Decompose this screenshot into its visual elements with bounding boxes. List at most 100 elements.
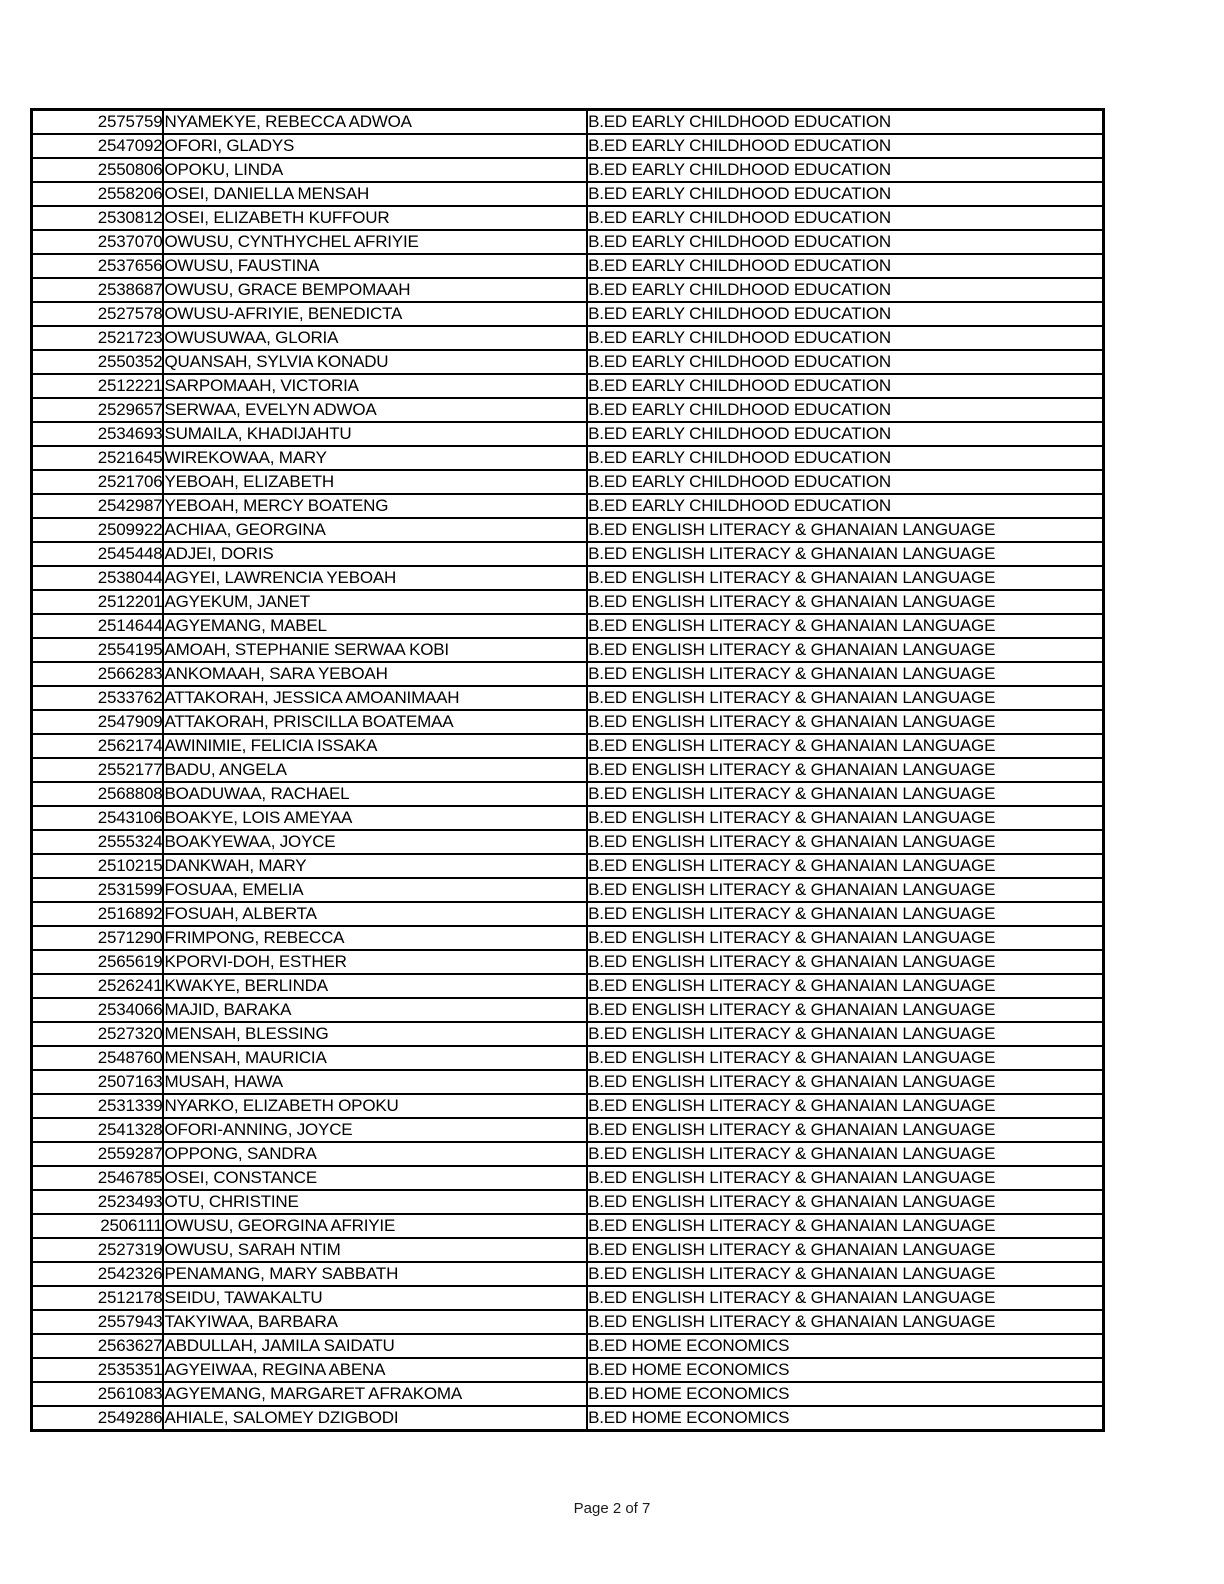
student-name-cell: ATTAKORAH, JESSICA AMOANIMAAH (162, 685, 589, 711)
program-cell: B.ED ENGLISH LITERACY & GHANAIAN LANGUAG… (586, 1069, 1105, 1095)
table-row: 2557943 TAKYIWAA, BARBARA B.ED ENGLISH L… (30, 1309, 1105, 1335)
student-id-cell: 2547909 (30, 709, 165, 735)
student-name-cell: OWUSU-AFRIYIE, BENEDICTA (162, 301, 589, 327)
table-row: 2534066 MAJID, BARAKA B.ED ENGLISH LITER… (30, 997, 1105, 1023)
program-cell: B.ED EARLY CHILDHOOD EDUCATION (586, 157, 1105, 183)
student-name-cell: BADU, ANGELA (162, 757, 589, 783)
student-id-cell: 2527578 (30, 301, 165, 327)
student-name-cell: OSEI, DANIELLA MENSAH (162, 181, 589, 207)
student-name-cell: OWUSU, SARAH NTIM (162, 1237, 589, 1263)
student-id-cell: 2568808 (30, 781, 165, 807)
student-id-cell: 2550806 (30, 157, 165, 183)
student-id-cell: 2530812 (30, 205, 165, 231)
table-row: 2542987 YEBOAH, MERCY BOATENG B.ED EARLY… (30, 493, 1105, 519)
table-row: 2527578 OWUSU-AFRIYIE, BENEDICTA B.ED EA… (30, 301, 1105, 327)
student-name-cell: SERWAA, EVELYN ADWOA (162, 397, 589, 423)
table-row: 2549286 AHIALE, SALOMEY DZIGBODI B.ED HO… (30, 1405, 1105, 1432)
table-row: 2526241 KWAKYE, BERLINDA B.ED ENGLISH LI… (30, 973, 1105, 999)
student-id-cell: 2542987 (30, 493, 165, 519)
student-id-cell: 2538044 (30, 565, 165, 591)
program-cell: B.ED EARLY CHILDHOOD EDUCATION (586, 421, 1105, 447)
table-row: 2509922 ACHIAA, GEORGINA B.ED ENGLISH LI… (30, 517, 1105, 543)
table-row: 2559287 OPPONG, SANDRA B.ED ENGLISH LITE… (30, 1141, 1105, 1167)
student-id-cell: 2514644 (30, 613, 165, 639)
program-cell: B.ED ENGLISH LITERACY & GHANAIAN LANGUAG… (586, 973, 1105, 999)
table-row: 2521723 OWUSUWAA, GLORIA B.ED EARLY CHIL… (30, 325, 1105, 351)
program-cell: B.ED EARLY CHILDHOOD EDUCATION (586, 253, 1105, 279)
student-name-cell: KPORVI-DOH, ESTHER (162, 949, 589, 975)
table-row: 2546785 OSEI, CONSTANCE B.ED ENGLISH LIT… (30, 1165, 1105, 1191)
student-name-cell: OFORI, GLADYS (162, 133, 589, 159)
program-cell: B.ED ENGLISH LITERACY & GHANAIAN LANGUAG… (586, 637, 1105, 663)
program-cell: B.ED ENGLISH LITERACY & GHANAIAN LANGUAG… (586, 949, 1105, 975)
student-name-cell: YEBOAH, MERCY BOATENG (162, 493, 589, 519)
student-name-cell: AGYEMANG, MARGARET AFRAKOMA (162, 1381, 589, 1407)
page-footer: Page 2 of 7 (573, 1500, 651, 1517)
program-cell: B.ED EARLY CHILDHOOD EDUCATION (586, 373, 1105, 399)
program-cell: B.ED EARLY CHILDHOOD EDUCATION (586, 325, 1105, 351)
student-name-cell: AGYEIWAA, REGINA ABENA (162, 1357, 589, 1383)
student-id-cell: 2552177 (30, 757, 165, 783)
program-cell: B.ED ENGLISH LITERACY & GHANAIAN LANGUAG… (586, 877, 1105, 903)
student-name-cell: MENSAH, BLESSING (162, 1021, 589, 1047)
student-name-cell: BOAKYEWAA, JOYCE (162, 829, 589, 855)
table-row: 2543106 BOAKYE, LOIS AMEYAA B.ED ENGLISH… (30, 805, 1105, 831)
student-name-cell: SUMAILA, KHADIJAHTU (162, 421, 589, 447)
program-cell: B.ED ENGLISH LITERACY & GHANAIAN LANGUAG… (586, 733, 1105, 759)
student-name-cell: OSEI, CONSTANCE (162, 1165, 589, 1191)
student-id-cell: 2547092 (30, 133, 165, 159)
program-cell: B.ED ENGLISH LITERACY & GHANAIAN LANGUAG… (586, 1045, 1105, 1071)
student-id-cell: 2548760 (30, 1045, 165, 1071)
student-id-cell: 2523493 (30, 1189, 165, 1215)
students-table: 2575759 NYAMEKYE, REBECCA ADWOA B.ED EAR… (30, 108, 1105, 1432)
table-row: 2562174 AWINIMIE, FELICIA ISSAKA B.ED EN… (30, 733, 1105, 759)
student-name-cell: ADJEI, DORIS (162, 541, 589, 567)
student-id-cell: 2537656 (30, 253, 165, 279)
program-cell: B.ED ENGLISH LITERACY & GHANAIAN LANGUAG… (586, 613, 1105, 639)
program-cell: B.ED ENGLISH LITERACY & GHANAIAN LANGUAG… (586, 517, 1105, 543)
student-name-cell: OSEI, ELIZABETH KUFFOUR (162, 205, 589, 231)
program-cell: B.ED ENGLISH LITERACY & GHANAIAN LANGUAG… (586, 1309, 1105, 1335)
table-row: 2571290 FRIMPONG, REBECCA B.ED ENGLISH L… (30, 925, 1105, 951)
program-cell: B.ED ENGLISH LITERACY & GHANAIAN LANGUAG… (586, 805, 1105, 831)
student-name-cell: OPPONG, SANDRA (162, 1141, 589, 1167)
program-cell: B.ED ENGLISH LITERACY & GHANAIAN LANGUAG… (586, 1117, 1105, 1143)
table-row: 2545448 ADJEI, DORIS B.ED ENGLISH LITERA… (30, 541, 1105, 567)
table-row: 2533762 ATTAKORAH, JESSICA AMOANIMAAH B.… (30, 685, 1105, 711)
student-name-cell: SEIDU, TAWAKALTU (162, 1285, 589, 1311)
student-name-cell: TAKYIWAA, BARBARA (162, 1309, 589, 1335)
program-cell: B.ED EARLY CHILDHOOD EDUCATION (586, 205, 1105, 231)
program-cell: B.ED ENGLISH LITERACY & GHANAIAN LANGUAG… (586, 1141, 1105, 1167)
program-cell: B.ED ENGLISH LITERACY & GHANAIAN LANGUAG… (586, 565, 1105, 591)
table-row: 2521645 WIREKOWAA, MARY B.ED EARLY CHILD… (30, 445, 1105, 471)
student-id-cell: 2507163 (30, 1069, 165, 1095)
student-name-cell: MAJID, BARAKA (162, 997, 589, 1023)
student-id-cell: 2512201 (30, 589, 165, 615)
table-row: 2558206 OSEI, DANIELLA MENSAH B.ED EARLY… (30, 181, 1105, 207)
student-name-cell: FOSUAA, EMELIA (162, 877, 589, 903)
student-id-cell: 2571290 (30, 925, 165, 951)
student-id-cell: 2510215 (30, 853, 165, 879)
student-name-cell: ACHIAA, GEORGINA (162, 517, 589, 543)
student-id-cell: 2527319 (30, 1237, 165, 1263)
program-cell: B.ED ENGLISH LITERACY & GHANAIAN LANGUAG… (586, 589, 1105, 615)
table-row: 2537070 OWUSU, CYNTHYCHEL AFRIYIE B.ED E… (30, 229, 1105, 255)
program-cell: B.ED EARLY CHILDHOOD EDUCATION (586, 277, 1105, 303)
student-id-cell: 2554195 (30, 637, 165, 663)
table-row: 2521706 YEBOAH, ELIZABETH B.ED EARLY CHI… (30, 469, 1105, 495)
table-row: 2527319 OWUSU, SARAH NTIM B.ED ENGLISH L… (30, 1237, 1105, 1263)
student-name-cell: MENSAH, MAURICIA (162, 1045, 589, 1071)
student-name-cell: BOAKYE, LOIS AMEYAA (162, 805, 589, 831)
table-row: 2527320 MENSAH, BLESSING B.ED ENGLISH LI… (30, 1021, 1105, 1047)
table-row: 2555324 BOAKYEWAA, JOYCE B.ED ENGLISH LI… (30, 829, 1105, 855)
program-cell: B.ED EARLY CHILDHOOD EDUCATION (586, 133, 1105, 159)
student-name-cell: DANKWAH, MARY (162, 853, 589, 879)
table-row: 2510215 DANKWAH, MARY B.ED ENGLISH LITER… (30, 853, 1105, 879)
table-row: 2529657 SERWAA, EVELYN ADWOA B.ED EARLY … (30, 397, 1105, 423)
table-row: 2541328 OFORI-ANNING, JOYCE B.ED ENGLISH… (30, 1117, 1105, 1143)
program-cell: B.ED HOME ECONOMICS (586, 1381, 1105, 1407)
student-id-cell: 2575759 (30, 108, 165, 135)
table-row: 2512178 SEIDU, TAWAKALTU B.ED ENGLISH LI… (30, 1285, 1105, 1311)
student-name-cell: FRIMPONG, REBECCA (162, 925, 589, 951)
student-name-cell: AGYEMANG, MABEL (162, 613, 589, 639)
